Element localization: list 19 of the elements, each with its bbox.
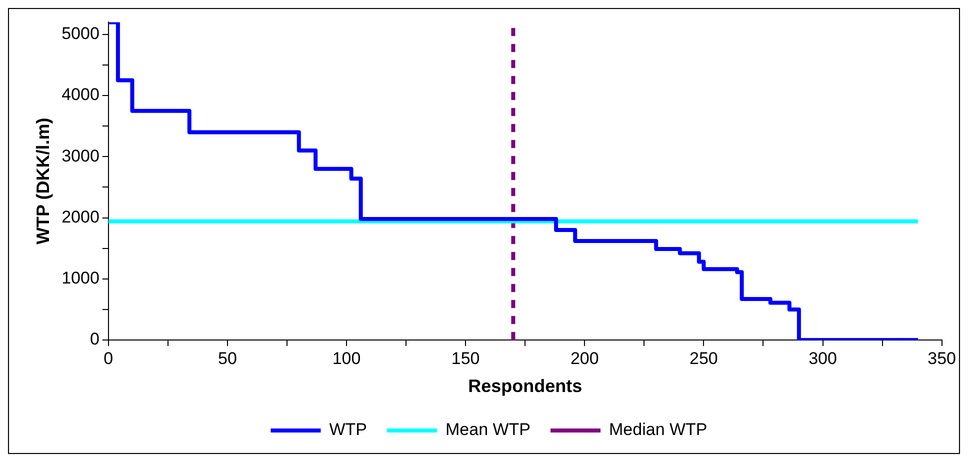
x-tick-label: 300 bbox=[808, 348, 837, 368]
x-tick-label: 0 bbox=[104, 348, 114, 368]
y-tick-label: 5000 bbox=[62, 24, 100, 44]
y-tick-label: 0 bbox=[90, 330, 100, 349]
x-axis-title: Respondents bbox=[468, 376, 582, 396]
y-axis-title: WTP (DKK/l.m) bbox=[32, 118, 53, 244]
legend-label: Mean WTP bbox=[446, 420, 531, 440]
x-tick-label: 350 bbox=[928, 348, 956, 368]
y-tick-label: 2000 bbox=[62, 207, 100, 226]
x-tick-label: 150 bbox=[451, 348, 480, 368]
x-tick-label: 50 bbox=[218, 348, 237, 368]
x-tick-label: 200 bbox=[570, 348, 599, 368]
y-tick-label: 1000 bbox=[62, 268, 100, 288]
y-tick-label: 3000 bbox=[62, 146, 100, 166]
legend-label: Median WTP bbox=[609, 420, 708, 440]
x-tick-label: 100 bbox=[332, 348, 361, 368]
legend-label: WTP bbox=[329, 420, 368, 440]
y-tick-label: 4000 bbox=[62, 85, 100, 104]
x-tick-label: 250 bbox=[690, 348, 718, 368]
